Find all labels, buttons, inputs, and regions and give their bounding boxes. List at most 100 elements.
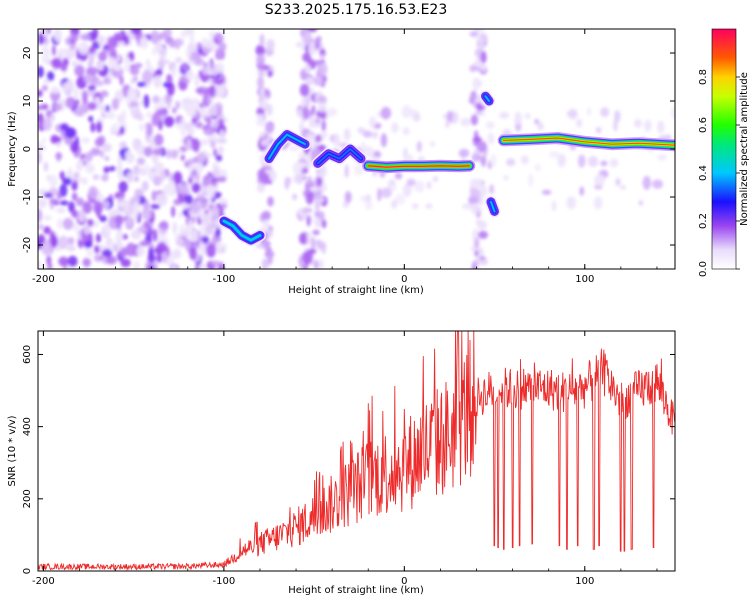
spectrogram-noise-blob — [103, 166, 110, 174]
spectrogram-noise-blob — [487, 132, 495, 145]
spectrogram-noise-blob — [633, 118, 642, 128]
spectrogram-noise-blob — [315, 117, 321, 124]
spectrogram-noise-blob — [88, 219, 94, 227]
spectrogram-noise-blob — [137, 195, 146, 205]
spectrogram-noise-blob — [313, 259, 319, 269]
spectrogram-noise-blob — [195, 121, 203, 129]
spectrogram-noise-blob — [144, 164, 151, 174]
spectrogram-noise-blob — [57, 218, 63, 229]
spectrogram-noise-blob — [57, 48, 68, 55]
spectrogram-noise-blob — [372, 131, 378, 139]
spectrogram-noise-blob — [317, 95, 327, 105]
spectrogram-noise-blob — [103, 222, 110, 237]
spectrogram-noise-blob — [62, 177, 72, 186]
spectrogram-noise-blob — [70, 140, 79, 153]
spectrogram-noise-blob — [362, 130, 373, 138]
spectrogram-noise-blob — [524, 112, 531, 120]
spectrogram-noise-blob — [214, 62, 225, 72]
spectrogram-noise-blob — [305, 77, 315, 84]
spectrogram-noise-blob — [175, 237, 184, 247]
spectrogram-noise-blob — [62, 82, 68, 94]
spectrogram-noise-blob — [101, 173, 109, 182]
spectrogram-noise-blob — [180, 30, 187, 38]
spectrogram-noise-blob — [66, 245, 76, 252]
spectrogram-noise-blob — [470, 90, 477, 102]
spectrogram-noise-blob — [380, 133, 388, 148]
spectrogram-noise-blob — [175, 40, 180, 50]
spectrogram-noise-blob — [75, 176, 83, 183]
spectrogram-noise-blob — [173, 171, 183, 185]
spectrogram-noise-blob — [161, 251, 168, 264]
spectrogram-noise-blob — [147, 253, 156, 264]
spectrogram-noise-blob — [72, 223, 80, 232]
spectrogram-noise-blob — [87, 85, 96, 91]
spectrogram-noise-blob — [172, 221, 178, 234]
spectrogram-noise-blob — [185, 138, 192, 151]
spectrogram-noise-blob — [261, 258, 268, 269]
spectrogram-noise-blob — [579, 186, 585, 196]
spectrogram-noise-blob — [266, 104, 273, 116]
spectrogram-noise-blob — [71, 60, 78, 68]
spectrogram-noise-blob — [212, 162, 219, 168]
spectrogram-noise-blob — [99, 90, 109, 98]
spectrogram-noise-blob — [139, 240, 151, 247]
snr-x-ticks: -200 -100 0 100 — [32, 331, 658, 587]
spectrogram-noise-blob — [67, 255, 78, 267]
spectrogram-noise-blob — [105, 105, 110, 112]
spectrogram-noise-blob — [301, 207, 313, 213]
y-tick-label: 0 — [22, 568, 33, 574]
spectrogram-noise-blob — [198, 69, 204, 79]
spectrogram-noise-blob — [594, 174, 605, 187]
spectrogram-noise-blob — [213, 118, 219, 130]
spectrogram-noise-blob — [42, 38, 50, 45]
spectrogram-noise-blob — [218, 198, 228, 205]
spectrogram-noise-blob — [93, 80, 105, 87]
spectrogram-noise-blob — [520, 155, 529, 165]
spectrogram-noise-blob — [62, 217, 74, 230]
spectrogram-noise-blob — [576, 118, 583, 128]
spectrogram-noise-blob — [172, 64, 177, 77]
spectrogram-noise-blob — [320, 54, 325, 60]
spectrogram-noise-blob — [126, 171, 134, 183]
spectrogram-noise-blob — [65, 80, 73, 90]
spectrogram-noise-blob — [318, 144, 326, 151]
spectrogram-noise-blob — [164, 116, 175, 128]
spectrogram-noise-blob — [106, 112, 116, 120]
spectrogram-noise-blob — [121, 234, 128, 240]
spectrogram-noise-blob — [152, 48, 157, 56]
spectrogram-noise-blob — [183, 122, 195, 131]
spectrogram-noise-blob — [38, 223, 44, 230]
spectrogram-noise-blob — [43, 226, 51, 235]
spectrogram-noise-blob — [130, 29, 142, 35]
spectrogram-noise-blob — [157, 59, 165, 70]
spectrogram-noise-blob — [49, 114, 56, 122]
spectrogram-noise-blob — [186, 42, 198, 53]
spectrogram-noise-blob — [470, 202, 480, 215]
spectrogram-noise-blob — [171, 149, 178, 159]
spectrogram-y-ticks: 20 10 0 -10 -20 — [22, 47, 675, 253]
spectrogram-noise-blob — [360, 195, 366, 202]
x-tick-label: 100 — [575, 576, 594, 587]
spectrogram-noise-blob — [71, 192, 78, 201]
spectrogram-noise-blob — [593, 196, 603, 210]
spectrogram-noise-blob — [108, 56, 116, 69]
spectrogram-noise-blob — [55, 207, 66, 214]
spectrogram-noise-blob — [130, 229, 142, 240]
spectrogram-noise-blob — [401, 105, 412, 119]
spectrogram-noise-blob — [155, 253, 163, 263]
spectrogram-noise-blob — [309, 137, 316, 150]
spectrogram-noise-blob — [201, 215, 211, 226]
spectrogram-noise-blob — [260, 139, 268, 147]
spectrogram-noise-blob — [312, 229, 320, 236]
spectrogram-noise-blob — [41, 241, 52, 256]
spectrogram-noise-blob — [164, 93, 172, 104]
spectrogram-noise-blob — [267, 196, 274, 207]
spectrogram-noise-blob — [95, 195, 102, 203]
spectrogram-noise-blob — [83, 223, 91, 235]
spectrogram-noise-blob — [124, 64, 130, 73]
spectrogram-noise-blob — [266, 39, 275, 51]
spectrogram-noise-blob — [212, 74, 217, 85]
spectrogram-noise-blob — [300, 97, 308, 109]
spectrogram-noise-blob — [299, 232, 307, 245]
spectrogram-noise-blob — [67, 237, 75, 245]
